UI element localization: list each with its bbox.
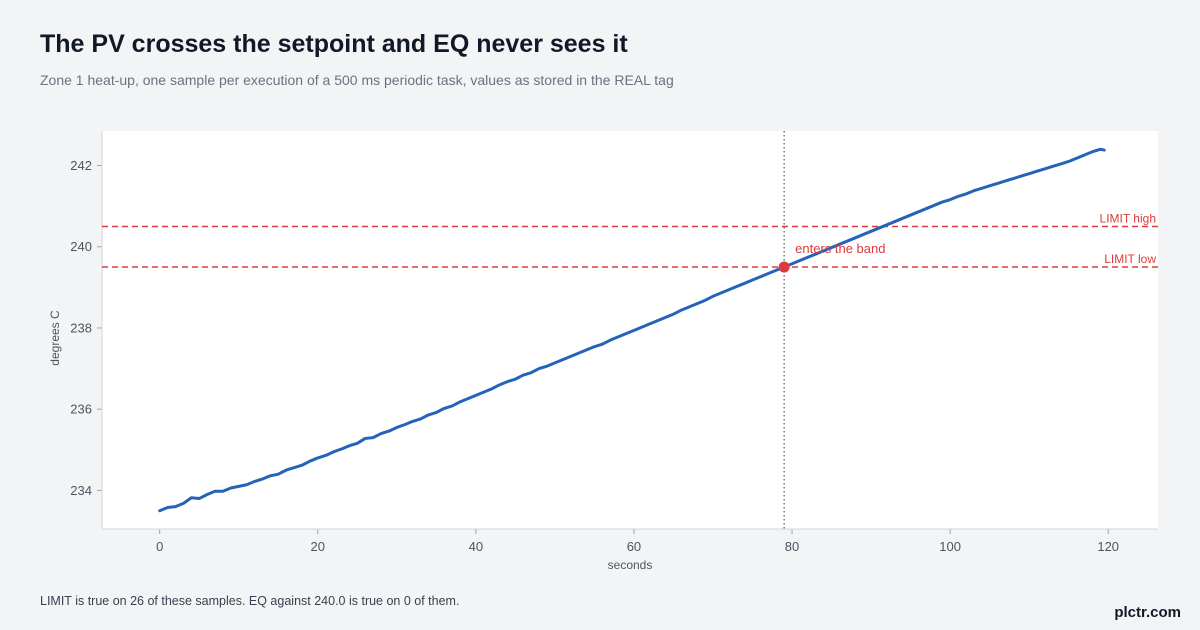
x-tick-label: 0 <box>156 539 163 554</box>
x-tick-label: 20 <box>311 539 325 554</box>
chart-title: The PV crosses the setpoint and EQ never… <box>40 30 628 58</box>
crossing-point <box>778 261 790 273</box>
y-tick-label: 238 <box>70 320 92 335</box>
reference-line-label: LIMIT high <box>1100 211 1156 225</box>
y-tick-label: 234 <box>70 483 92 498</box>
y-axis-label: degrees C <box>48 310 62 366</box>
x-tick-label: 40 <box>469 539 483 554</box>
x-axis-label: seconds <box>608 558 653 572</box>
annotation-layer: enters the band <box>778 241 885 273</box>
brand-logo[interactable]: plctr.com <box>1114 604 1181 621</box>
x-tick-label: 80 <box>785 539 799 554</box>
y-tick-label: 242 <box>70 158 92 173</box>
plot-area <box>102 131 1158 529</box>
x-tick-label: 60 <box>627 539 641 554</box>
reference-lines: LIMIT high LIMIT low <box>102 131 1158 529</box>
footnote: LIMIT is true on 26 of these samples. EQ… <box>40 594 460 608</box>
y-tick-label: 236 <box>70 402 92 417</box>
chart-subtitle: Zone 1 heat-up, one sample per execution… <box>40 72 674 88</box>
x-tick-label: 120 <box>1097 539 1119 554</box>
x-tick-label: 100 <box>939 539 961 554</box>
annotation-label: enters the band <box>795 241 885 256</box>
series-layer <box>158 147 1106 513</box>
series-line <box>158 147 1106 513</box>
reference-line-label: LIMIT low <box>1104 252 1156 266</box>
y-tick-label: 240 <box>70 239 92 254</box>
chart-axes: 0 20 40 60 80 100 120 234 236 238 240 242 <box>70 131 1158 554</box>
